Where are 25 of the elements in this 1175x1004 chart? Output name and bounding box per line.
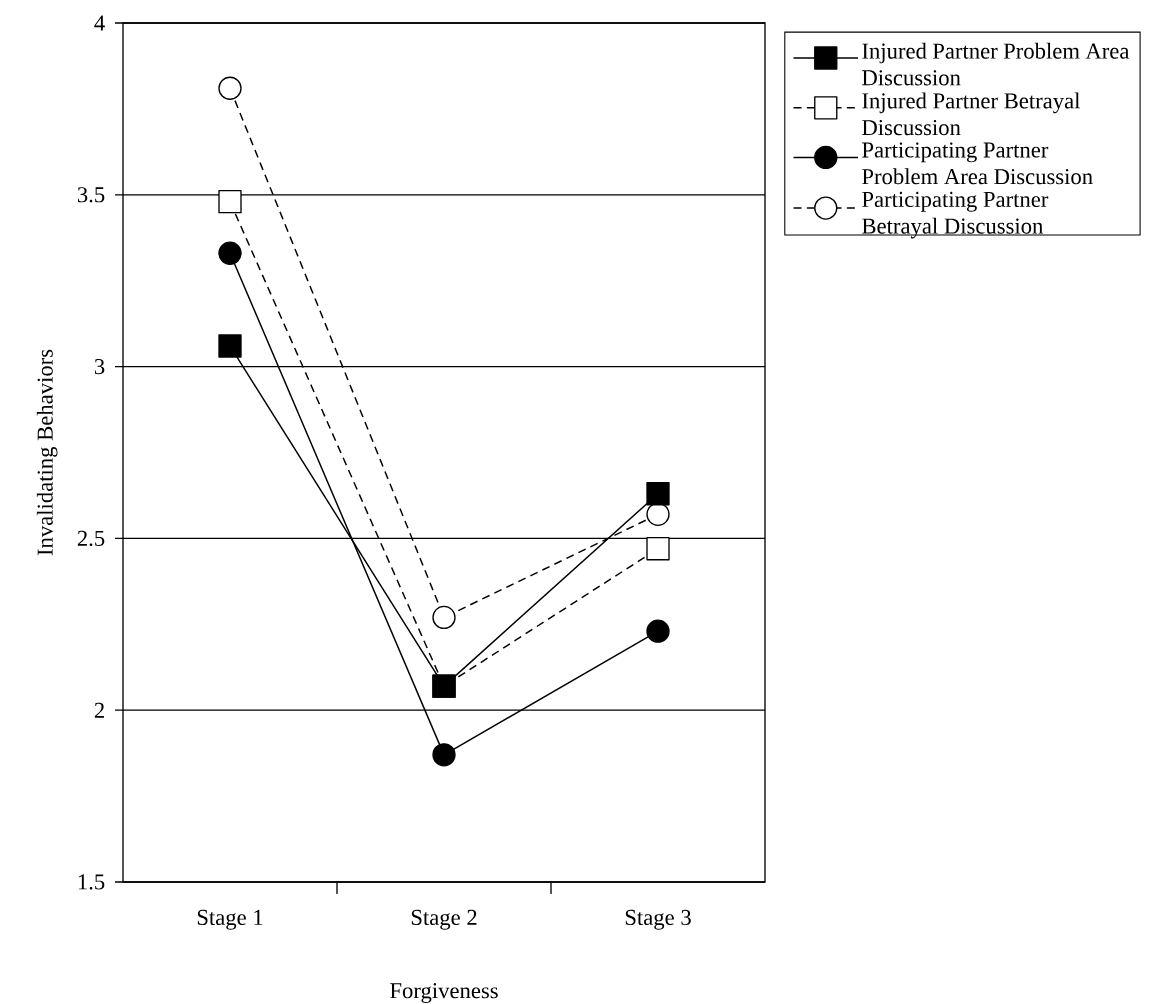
legend-label: Participating Partner Betrayal Discussion: [862, 191, 1049, 239]
point: [218, 241, 242, 265]
legend-label: Injured Partner Problem Area Discussion: [862, 42, 1130, 86]
point: [646, 537, 670, 561]
point: [218, 190, 242, 214]
y-tick-label: 4: [94, 15, 105, 31]
point: [646, 482, 670, 506]
x-axis-title: Forgiveness: [390, 983, 498, 1003]
point: [218, 76, 242, 100]
point: [646, 619, 670, 643]
y-tick-label: 3: [94, 358, 105, 375]
y-tick-label: 2: [94, 702, 104, 718]
point: [432, 743, 456, 767]
y-axis-title: Invalidating Behaviors: [36, 349, 58, 556]
y-tick-label: 3.5: [77, 187, 105, 203]
point: [432, 605, 456, 630]
point: [646, 502, 670, 527]
legend-label: Injured Partner Betrayal Discussion: [862, 92, 1081, 136]
point: [218, 334, 242, 358]
legend-label: Participating Partner Problem Area Discussion: [862, 142, 1093, 185]
x-tick-label: Stage 3: [625, 909, 691, 930]
x-tick-label: Stage 1: [197, 909, 263, 930]
x-tick-label: Stage 2: [411, 909, 477, 930]
y-tick-label: 2.5: [77, 530, 105, 547]
y-tick-label: 1.5: [78, 874, 105, 890]
